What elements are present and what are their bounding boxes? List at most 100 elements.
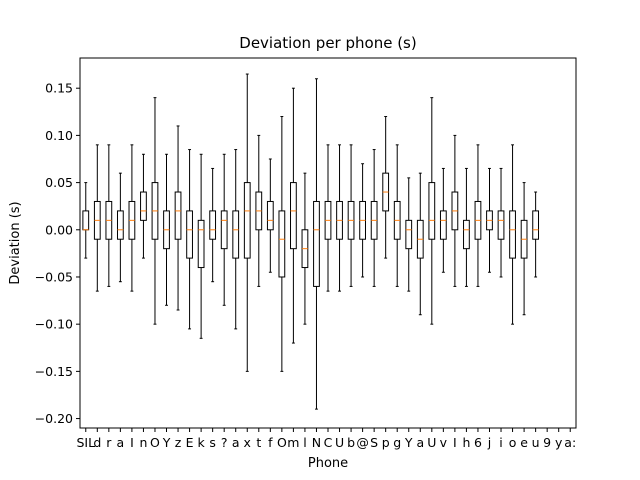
box-body xyxy=(497,210,505,240)
box-13 xyxy=(220,153,228,306)
x-tick-label: f xyxy=(268,435,273,450)
box-4 xyxy=(116,172,124,283)
x-tick-label: N xyxy=(312,435,321,450)
y-axis-ticks: −0.20 −0.15 −0.10 −0.05 0.00 0.05 0.10 0.15 xyxy=(35,81,80,426)
box-3 xyxy=(105,144,113,287)
x-tick-label: Y xyxy=(404,435,413,450)
box-39 xyxy=(520,182,528,316)
x-tick-label: a xyxy=(416,435,424,450)
box-body xyxy=(197,219,205,269)
box-22 xyxy=(324,144,332,292)
x-tick-label: SIL xyxy=(76,435,95,450)
box-21 xyxy=(313,78,320,410)
box-32 xyxy=(439,167,447,273)
box-35 xyxy=(474,144,482,287)
x-tick-label: n xyxy=(139,435,147,450)
box-36 xyxy=(486,167,493,273)
box-27 xyxy=(382,116,390,259)
x-tick-label: u xyxy=(532,435,540,450)
x-tick-label: z xyxy=(175,435,182,450)
x-tick-label: U xyxy=(427,435,436,450)
box-37 xyxy=(497,167,505,278)
box-body xyxy=(428,182,436,240)
y-tick-label: 0.00 xyxy=(45,222,73,237)
box-15 xyxy=(243,73,251,372)
box-2 xyxy=(93,144,101,292)
box-body xyxy=(186,210,193,259)
box-18 xyxy=(278,116,286,372)
box-10 xyxy=(186,149,193,330)
box-30 xyxy=(416,172,424,316)
box-29 xyxy=(405,177,413,292)
y-tick-label: −0.05 xyxy=(35,269,73,284)
x-tick-label: i xyxy=(499,435,502,450)
box-8 xyxy=(163,153,170,306)
box-9 xyxy=(174,125,182,311)
x-tick-label: s xyxy=(209,435,216,450)
box-body xyxy=(509,210,516,259)
box-25 xyxy=(359,163,366,278)
x-tick-label: b xyxy=(347,435,355,450)
box-40 xyxy=(532,191,540,278)
box-20 xyxy=(301,172,309,325)
box-body xyxy=(232,210,240,259)
box-body xyxy=(405,219,413,250)
x-tick-label: h xyxy=(462,435,470,450)
x-tick-label: S xyxy=(370,435,378,450)
x-tick-label: r xyxy=(106,435,112,450)
box-body xyxy=(278,210,286,278)
box-body xyxy=(220,210,228,250)
box-34 xyxy=(463,167,470,287)
x-tick-label: 9 xyxy=(543,435,551,450)
x-tick-label: o xyxy=(509,435,517,450)
x-tick-label: I xyxy=(453,435,457,450)
box-6 xyxy=(140,153,147,259)
box-31 xyxy=(428,97,436,325)
chart-title: Deviation per phone (s) xyxy=(239,34,416,52)
box-body xyxy=(174,191,182,240)
box-23 xyxy=(336,144,343,292)
y-axis-label: Deviation (s) xyxy=(8,201,23,284)
x-tick-label: a xyxy=(232,435,240,450)
x-tick-label: j xyxy=(487,435,491,450)
box-17 xyxy=(266,158,274,273)
box-11 xyxy=(197,153,205,339)
y-tick-label: −0.20 xyxy=(35,411,73,426)
x-tick-label: d xyxy=(93,435,101,450)
x-tick-label: Y xyxy=(162,435,171,450)
x-tick-label: y xyxy=(555,435,563,450)
x-tick-label: U xyxy=(335,435,344,450)
box-5 xyxy=(128,144,136,292)
x-tick-label: t xyxy=(256,435,261,450)
y-tick-label: −0.10 xyxy=(35,317,73,332)
box-16 xyxy=(255,134,263,287)
box-body xyxy=(140,191,147,221)
x-tick-label: g xyxy=(393,435,401,450)
box-33 xyxy=(451,134,459,287)
x-tick-label: k xyxy=(197,435,205,450)
plot-area xyxy=(82,73,540,410)
x-tick-label: @ xyxy=(356,435,369,450)
x-tick-label: O xyxy=(277,435,287,450)
x-tick-label: O xyxy=(150,435,160,450)
x-tick-label: a xyxy=(117,435,125,450)
box-14 xyxy=(232,149,240,330)
x-tick-label: I xyxy=(130,435,134,450)
box-body xyxy=(313,200,320,287)
box-body xyxy=(209,210,217,240)
y-tick-label: −0.15 xyxy=(35,364,73,379)
x-tick-label: C xyxy=(324,435,333,450)
box-body xyxy=(243,182,251,259)
box-1 xyxy=(82,182,90,259)
box-7 xyxy=(151,97,159,325)
box-24 xyxy=(347,144,355,287)
plot-frame xyxy=(79,57,577,429)
x-tick-label: v xyxy=(440,435,448,450)
x-tick-label: m xyxy=(287,435,299,450)
x-axis-label: Phone xyxy=(308,456,348,471)
box-28 xyxy=(393,144,401,287)
x-tick-label: a: xyxy=(564,435,576,450)
box-body xyxy=(532,210,540,240)
